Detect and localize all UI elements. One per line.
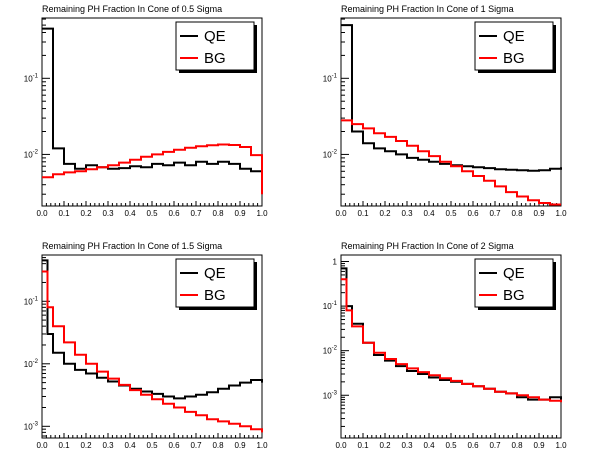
x-tick-label: 1.0 xyxy=(256,441,268,450)
y-tick-label: 10-3 xyxy=(323,390,338,400)
chart-title: Remaining PH Fraction In Cone of 1 Sigma xyxy=(341,4,514,14)
chart-panel-1: Remaining PH Fraction In Cone of 0.5 Sig… xyxy=(24,4,268,218)
chart-panel-3: Remaining PH Fraction In Cone of 1.5 Sig… xyxy=(24,241,268,450)
legend-label-qe: QE xyxy=(503,28,525,45)
x-tick-label: 0.3 xyxy=(102,441,114,450)
legend-box xyxy=(175,21,255,71)
x-tick-label: 1.0 xyxy=(555,209,567,218)
legend-label-qe: QE xyxy=(204,28,226,45)
x-tick-label: 0.4 xyxy=(124,209,136,218)
x-tick-label: 0.1 xyxy=(58,441,70,450)
x-tick-label: 0.8 xyxy=(511,209,523,218)
series-line-qe xyxy=(42,259,263,400)
x-tick-label: 0.1 xyxy=(58,209,70,218)
x-tick-label: 0.9 xyxy=(234,209,246,218)
y-tick-label: 10-3 xyxy=(24,421,39,431)
legend-label-bg: BG xyxy=(503,50,525,67)
chart-title: Remaining PH Fraction In Cone of 2 Sigma xyxy=(341,241,514,251)
x-tick-label: 0.5 xyxy=(445,441,457,450)
series-line-bg xyxy=(341,278,562,403)
x-tick-label: 0.1 xyxy=(357,441,369,450)
y-tick-label: 10-2 xyxy=(24,149,39,159)
x-tick-label: 0.6 xyxy=(168,441,180,450)
x-tick-label: 0.8 xyxy=(212,441,224,450)
legend-label-bg: BG xyxy=(204,50,226,67)
chart-panel-2: Remaining PH Fraction In Cone of 1 Sigma… xyxy=(323,4,567,218)
legend-box xyxy=(474,258,554,308)
x-tick-label: 0.0 xyxy=(335,441,347,450)
x-tick-label: 0.4 xyxy=(423,209,435,218)
x-tick-label: 0.3 xyxy=(401,441,413,450)
y-tick-label: 10-2 xyxy=(24,359,39,369)
x-tick-label: 1.0 xyxy=(555,441,567,450)
y-tick-label: 10-1 xyxy=(323,73,338,83)
x-tick-label: 0.3 xyxy=(102,209,114,218)
legend-box xyxy=(175,258,255,308)
legend-label-qe: QE xyxy=(503,265,525,282)
x-tick-label: 0.6 xyxy=(467,209,479,218)
series-line-bg xyxy=(341,119,561,206)
x-tick-label: 0.3 xyxy=(401,209,413,218)
chart-title: Remaining PH Fraction In Cone of 0.5 Sig… xyxy=(42,4,222,14)
x-tick-label: 0.2 xyxy=(379,441,391,450)
x-tick-label: 0.5 xyxy=(445,209,457,218)
series-line-qe xyxy=(42,27,263,181)
x-tick-label: 0.7 xyxy=(489,441,501,450)
x-tick-label: 0.5 xyxy=(146,441,158,450)
x-tick-label: 0.7 xyxy=(190,209,202,218)
chart-panel-4: Remaining PH Fraction In Cone of 2 Sigma… xyxy=(323,241,567,450)
x-tick-label: 0.2 xyxy=(80,441,92,450)
y-tick-label: 10-1 xyxy=(24,73,39,83)
x-tick-label: 0.1 xyxy=(357,209,369,218)
legend-label-qe: QE xyxy=(204,265,226,282)
y-tick-label: 1 xyxy=(333,258,338,267)
legend-box xyxy=(474,21,554,71)
y-tick-label: 10-2 xyxy=(323,346,338,356)
x-tick-label: 0.9 xyxy=(533,441,545,450)
legend-label-bg: BG xyxy=(204,287,226,304)
y-tick-label: 10-1 xyxy=(24,296,39,306)
x-tick-label: 0.8 xyxy=(212,209,224,218)
y-tick-label: 10-2 xyxy=(323,149,338,159)
x-tick-label: 0.9 xyxy=(234,441,246,450)
series-line-bg xyxy=(42,143,263,195)
x-tick-label: 0.7 xyxy=(489,209,501,218)
x-tick-label: 0.0 xyxy=(36,209,48,218)
legend-label-bg: BG xyxy=(503,287,525,304)
x-tick-label: 0.6 xyxy=(467,441,479,450)
x-tick-label: 0.5 xyxy=(146,209,158,218)
x-tick-label: 0.2 xyxy=(80,209,92,218)
x-tick-label: 0.8 xyxy=(511,441,523,450)
x-tick-label: 0.9 xyxy=(533,209,545,218)
x-tick-label: 0.4 xyxy=(124,441,136,450)
x-tick-label: 1.0 xyxy=(256,209,268,218)
x-tick-label: 0.7 xyxy=(190,441,202,450)
x-tick-label: 0.0 xyxy=(335,209,347,218)
x-tick-label: 0.6 xyxy=(168,209,180,218)
x-tick-label: 0.0 xyxy=(36,441,48,450)
x-tick-label: 0.2 xyxy=(379,209,391,218)
x-tick-label: 0.4 xyxy=(423,441,435,450)
chart-title: Remaining PH Fraction In Cone of 1.5 Sig… xyxy=(42,241,222,251)
y-tick-label: 10-1 xyxy=(323,301,338,311)
series-line-bg xyxy=(42,270,263,433)
